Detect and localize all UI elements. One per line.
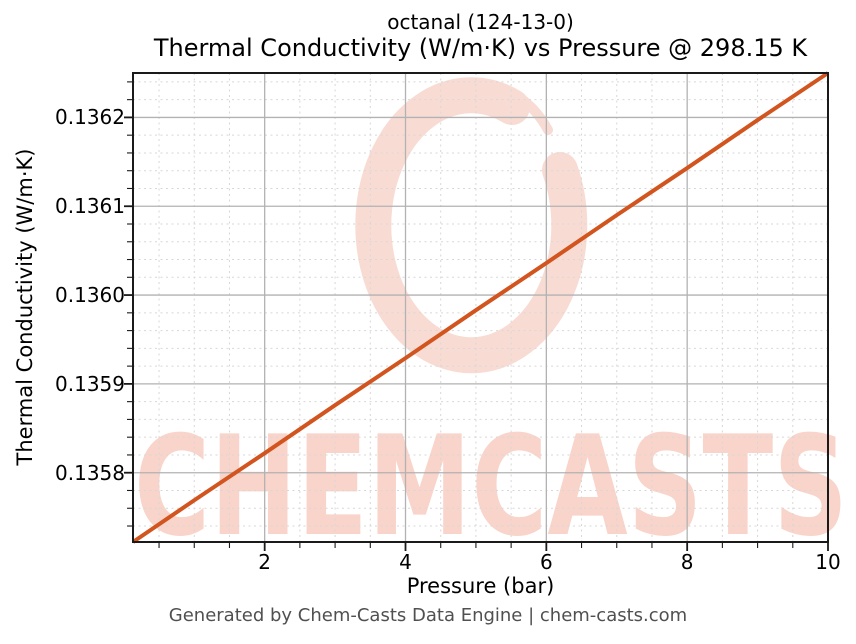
data-line-thermal-conductivity bbox=[131, 71, 830, 544]
chart-title-line2: Thermal Conductivity (W/m·K) vs Pressure… bbox=[153, 34, 808, 62]
x-tick-label: 4 bbox=[399, 550, 412, 574]
x-axis-label: Pressure (bar) bbox=[406, 574, 555, 598]
y-tick-label: 0.1362 bbox=[55, 105, 125, 130]
x-tick-label: 8 bbox=[680, 550, 694, 574]
plot-border bbox=[132, 72, 829, 543]
y-tick-label: 0.1361 bbox=[55, 194, 125, 219]
x-tick-label: 2 bbox=[258, 550, 272, 574]
y-tick-label: 0.1360 bbox=[55, 283, 125, 308]
y-tick-label: 0.1358 bbox=[55, 460, 125, 485]
watermark-text: CHEMCASTS bbox=[134, 406, 848, 567]
x-tick-label: 6 bbox=[539, 550, 553, 574]
y-tick-label: 0.1359 bbox=[55, 371, 125, 396]
y-axis-label: Thermal Conductivity (W/m·K) bbox=[13, 148, 37, 466]
chart-title-line1: octanal (124-13-0) bbox=[387, 10, 574, 34]
x-tick-label: 10 bbox=[815, 550, 841, 574]
watermark-ring-icon bbox=[355, 77, 588, 374]
footer-attribution: Generated by Chem-Casts Data Engine | ch… bbox=[168, 605, 688, 626]
watermark-ring-inner-stroke-icon bbox=[397, 79, 553, 157]
